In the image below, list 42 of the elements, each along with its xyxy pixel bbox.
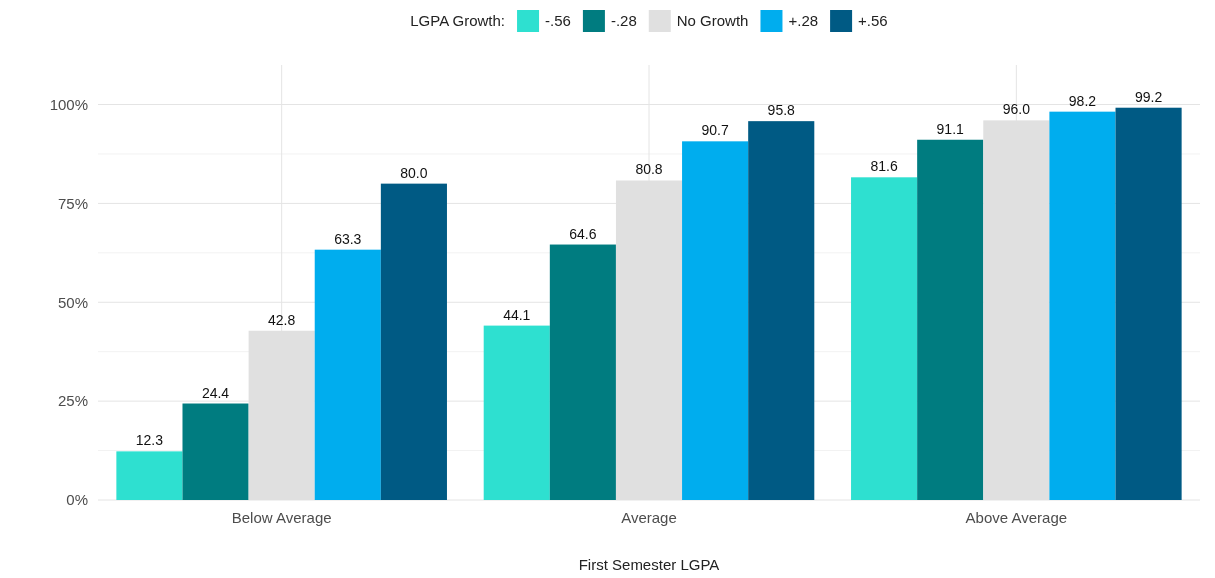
legend-label: +.28	[788, 12, 819, 30]
legend-label: -.56	[545, 12, 571, 30]
data-label: 95.8	[767, 102, 796, 119]
legend-label: -.28	[610, 12, 637, 30]
bar	[1049, 111, 1116, 500]
x-tick-label: Average	[621, 508, 677, 526]
bar	[851, 177, 918, 500]
data-label: 42.8	[268, 311, 296, 328]
y-tick-label: 0%	[66, 491, 88, 509]
data-label: 24.4	[201, 384, 230, 401]
data-label: 90.7	[701, 122, 729, 139]
bar	[483, 325, 550, 500]
bar	[380, 183, 447, 500]
bar	[748, 121, 815, 500]
bar	[116, 451, 183, 500]
bar	[1115, 107, 1182, 500]
legend-title: LGPA Growth:	[410, 12, 506, 30]
data-label: 44.1	[503, 306, 531, 323]
bar	[314, 249, 381, 500]
data-label: 96.0	[1002, 101, 1031, 118]
data-label: 64.6	[569, 225, 597, 242]
legend-label: No Growth	[676, 12, 749, 30]
data-label: 99.2	[1134, 88, 1163, 105]
data-label: 91.1	[936, 120, 965, 137]
x-tick-label: Above Average	[965, 508, 1068, 526]
data-label: 80.8	[635, 161, 663, 178]
data-label: 63.3	[334, 230, 362, 247]
y-tick-label: 25%	[57, 392, 88, 410]
y-tick-label: 50%	[57, 293, 88, 311]
y-tick-label: 75%	[57, 194, 88, 212]
data-label: 80.0	[400, 164, 428, 181]
x-tick-label: Below Average	[231, 508, 332, 526]
data-label: 98.2	[1068, 92, 1097, 109]
y-tick-label: 100%	[49, 95, 88, 113]
bar	[182, 403, 249, 500]
x-axis-title: First Semester LGPA	[578, 556, 720, 573]
bar	[917, 139, 984, 500]
data-label: 81.6	[870, 158, 898, 175]
bar	[682, 141, 749, 500]
bar	[549, 244, 616, 500]
legend-label: +.56	[858, 12, 888, 30]
data-label: 12.3	[135, 432, 164, 449]
